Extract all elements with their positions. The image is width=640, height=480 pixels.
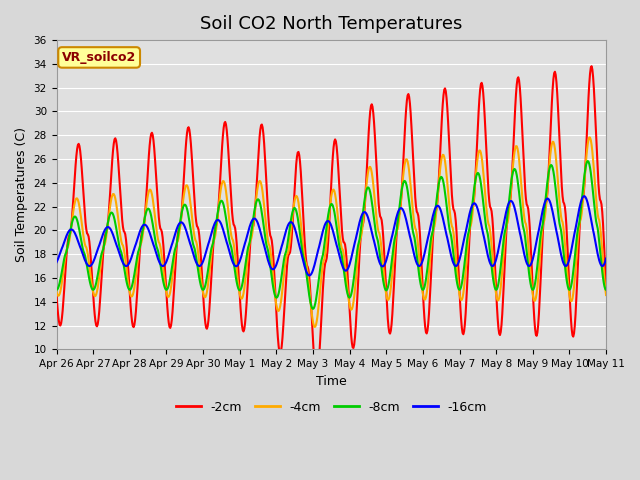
- Text: VR_soilco2: VR_soilco2: [62, 51, 136, 64]
- Y-axis label: Soil Temperatures (C): Soil Temperatures (C): [15, 127, 28, 262]
- Title: Soil CO2 North Temperatures: Soil CO2 North Temperatures: [200, 15, 463, 33]
- X-axis label: Time: Time: [316, 374, 347, 387]
- Legend: -2cm, -4cm, -8cm, -16cm: -2cm, -4cm, -8cm, -16cm: [170, 396, 492, 419]
